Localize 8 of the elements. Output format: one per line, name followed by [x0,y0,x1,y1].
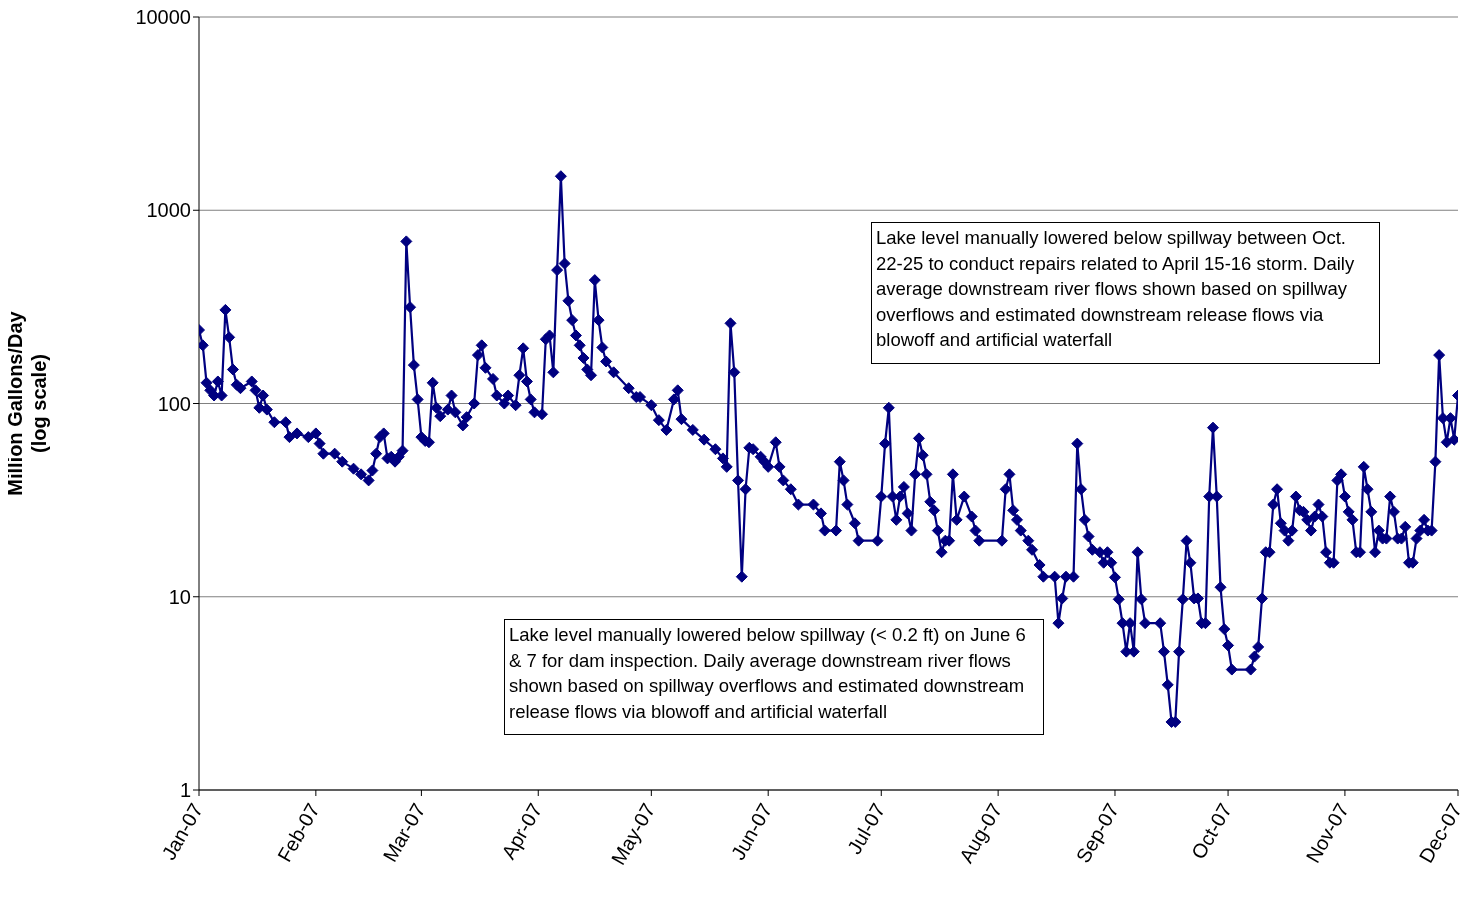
y-tick-label: 1 [179,779,191,802]
y-axis-title: Million Gallons/Day (log scale) [4,310,50,496]
y-tick-label: 100 [157,392,191,415]
y-tick-label: 10000 [135,6,191,29]
y-tick-label: 10 [168,585,191,608]
y-tick-label: 1000 [146,199,191,222]
annotation: Lake level manually lowered below spillway between Oct. 22-25 to conduct repairs related to April 15-16 storm. Daily average downstream river flows shown based on spillway overflows and estimated downstream release flows via blowoff and artificial waterfall [871,222,1380,364]
annotation: Lake level manually lowered below spillway (< 0.2 ft) on June 6 & 7 for dam inspection. Daily average downstream river flows shown based on spillway overflows and estimated downstream release flows via blowoff and artificial waterfall [504,619,1044,735]
